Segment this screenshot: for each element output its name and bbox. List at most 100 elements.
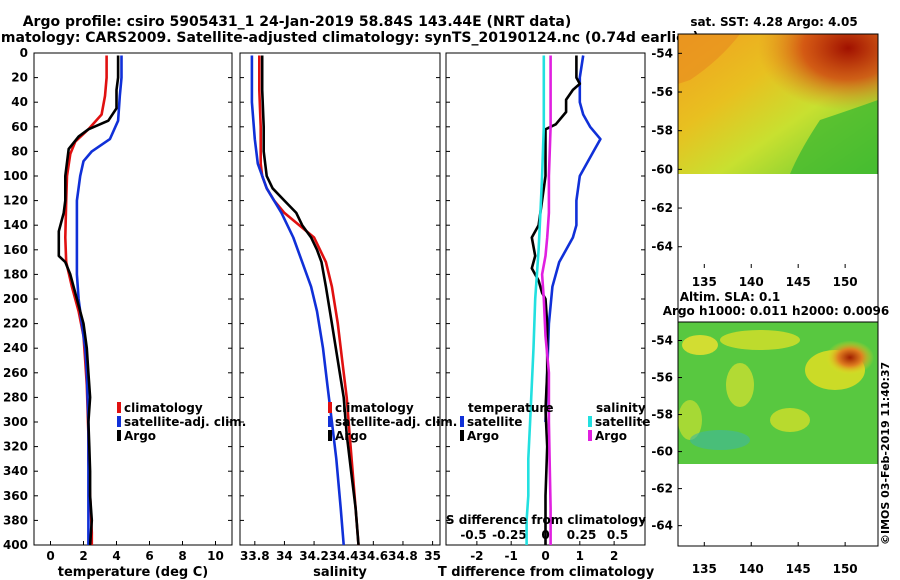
map-lat-label: -54	[651, 46, 673, 60]
x-tick-label: 0	[46, 549, 54, 563]
top-tick-label: 0.5	[607, 528, 628, 542]
salinity-xlabel: salinity	[313, 565, 367, 580]
top-tick-label: 0.25	[567, 528, 597, 542]
map-lon-label: 150	[833, 562, 858, 576]
x-tick-label: 35	[424, 549, 441, 563]
x-tick-label: 34.6	[359, 549, 389, 563]
temperature-panel-frame	[33, 52, 233, 546]
series-line-argo	[57, 55, 120, 546]
legend-climatology: climatology	[335, 401, 414, 415]
x-tick-label: -1	[505, 549, 518, 563]
salinity-legend: climatology satellite-adj. clim. Argo	[328, 401, 457, 443]
sst-map	[677, 33, 879, 547]
depth-tick-label: 400	[3, 538, 28, 552]
depth-tick-label: 240	[3, 341, 28, 355]
series-line-temperature-argo	[530, 55, 582, 545]
x-tick-label: 34.2	[299, 549, 329, 563]
series-line-satellite-adj-clim-	[75, 55, 123, 545]
series-line-argo	[260, 55, 360, 546]
difference-xlabel: T difference from climatology	[438, 565, 655, 580]
x-tick-label: 1	[576, 549, 584, 563]
legend-temperature-heading: temperature	[468, 401, 553, 415]
x-tick-label: 10	[207, 549, 224, 563]
map-lat-label: -60	[651, 162, 673, 176]
depth-tick-label: 40	[11, 95, 28, 109]
map-lat-label: -60	[651, 445, 673, 459]
depth-tick-label: 0	[20, 46, 28, 60]
x-tick-label: 34	[276, 549, 293, 563]
depth-tick-label: 300	[3, 415, 28, 429]
legend-sal-satellite: satellite	[595, 415, 650, 429]
depth-tick-label: 320	[3, 440, 28, 454]
legend-argo: Argo	[335, 429, 367, 443]
depth-tick-label: 120	[3, 194, 28, 208]
x-tick-label: 33.8	[240, 549, 270, 563]
legend-swatch-sal-argo	[588, 430, 592, 441]
x-tick-label: 34.4	[329, 549, 359, 563]
legend-temp-argo: Argo	[467, 429, 499, 443]
legend-climatology: climatology	[124, 401, 203, 415]
map-lat-label: -58	[651, 124, 673, 138]
series-line-satellite-adj-clim-	[250, 55, 345, 546]
depth-tick-label: 20	[11, 71, 28, 85]
map-lon-label: 145	[786, 275, 811, 289]
temperature-xlabel: temperature (deg C)	[58, 565, 208, 580]
legend-swatch-satellite	[117, 416, 121, 427]
map-lat-label: -58	[651, 408, 673, 422]
legend-swatch-temp-satellite	[460, 416, 464, 427]
depth-tick-label: 200	[3, 292, 28, 306]
legend-swatch-sal-satellite	[588, 416, 592, 427]
x-tick-label: 0	[541, 549, 549, 563]
series-line-salinity-argo	[540, 55, 552, 545]
x-tick-label: 34.8	[388, 549, 418, 563]
x-tick-label: 2	[79, 549, 87, 563]
x-tick-label: 2	[610, 549, 618, 563]
top-tick-label: -0.5	[460, 528, 486, 542]
sst-cold-patch	[790, 100, 878, 174]
depth-tick-label: 280	[3, 390, 28, 404]
depth-axis: 0 20 40 60 80 100 120 140 160 180 200 220 240 260 280 3…	[3, 46, 645, 552]
depth-tick-label: 360	[3, 489, 28, 503]
legend-salinity-heading: salinity	[596, 401, 646, 415]
imos-stamp: ©IMOS 03-Feb-2019 11:40:37	[879, 362, 892, 545]
sst-map-axes: 135 140 145 150 -54 -56 -58 -60 -62 -64	[651, 46, 857, 289]
depth-tick-label: 260	[3, 366, 28, 380]
depth-tick-label: 220	[3, 317, 28, 331]
legend-swatch-climatology	[328, 402, 332, 413]
map-lat-label: -62	[651, 201, 673, 215]
map-lat-label: -62	[651, 482, 673, 496]
legend-satellite: satellite-adj. clim.	[124, 415, 246, 429]
x-tick-label: -2	[470, 549, 483, 563]
depth-tick-label: 100	[3, 169, 28, 183]
x-tick-label: 8	[178, 549, 186, 563]
series-line-salinity-satellite	[525, 55, 546, 545]
temperature-legend: climatology satellite-adj. clim. Argo	[117, 401, 246, 443]
map-lat-label: -56	[651, 371, 673, 385]
figure-title-line2: Climatology: CARS2009. Satellite-adjuste…	[0, 30, 699, 46]
series-line-temperature-satellite	[544, 55, 602, 423]
figure-title-line1: Argo profile: csiro 5905431_1 24-Jan-201…	[23, 14, 572, 30]
sst-map-title: sat. SST: 4.28 Argo: 4.05	[690, 15, 857, 29]
top-tick-label: -0.25	[492, 528, 527, 542]
map-lat-label: -54	[651, 334, 673, 348]
map-lat-label: -64	[651, 519, 673, 533]
sla-warm-patch	[678, 322, 878, 464]
map-lon-label: 145	[786, 562, 811, 576]
legend-swatch-argo	[117, 430, 121, 441]
legend-argo: Argo	[124, 429, 156, 443]
map-lat-label: -56	[651, 85, 673, 99]
legend-temp-satellite: satellite	[467, 415, 522, 429]
map-lon-label: 135	[692, 562, 717, 576]
salinity-panel-frame	[239, 52, 441, 546]
legend-swatch-temp-argo	[460, 430, 464, 441]
sla-map-frame	[677, 321, 879, 547]
series-line-climatology	[64, 55, 108, 545]
depth-tick-label: 380	[3, 513, 28, 527]
temperature-plot: 0 2 4 6 8 10	[46, 55, 224, 563]
x-tick-label: 4	[112, 549, 120, 563]
legend-swatch-argo	[328, 430, 332, 441]
map-lon-label: 135	[692, 275, 717, 289]
series-line-climatology	[257, 55, 360, 546]
map-lat-label: -64	[651, 240, 673, 254]
